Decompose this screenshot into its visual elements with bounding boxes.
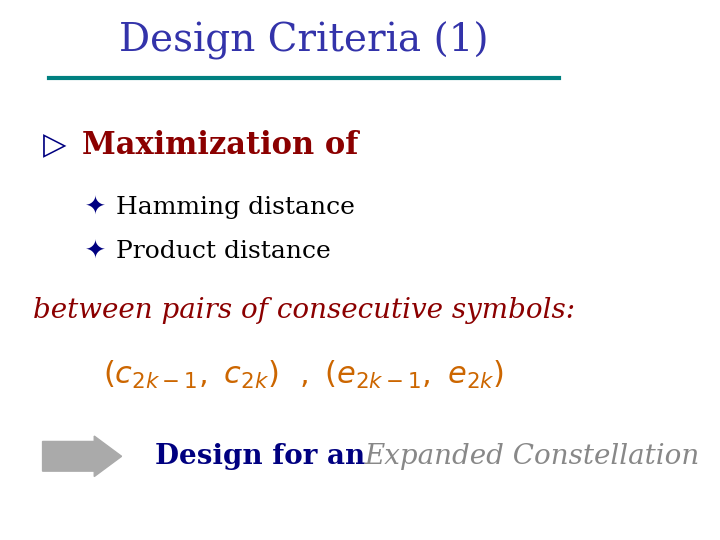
Text: $(c_{2k-1},\ c_{2k})\ \ ,\ (e_{2k-1},\ e_{2k})$: $(c_{2k-1},\ c_{2k})\ \ ,\ (e_{2k-1},\ e… (104, 359, 505, 392)
Text: Hamming distance: Hamming distance (115, 197, 354, 219)
Text: between pairs of consecutive symbols:: between pairs of consecutive symbols: (33, 297, 575, 324)
FancyArrow shape (42, 436, 122, 477)
Text: ▷: ▷ (42, 130, 66, 161)
Text: ✦: ✦ (85, 239, 106, 263)
Text: ✦: ✦ (85, 196, 106, 220)
Text: Design for an: Design for an (155, 443, 375, 470)
Text: Expanded Constellation: Expanded Constellation (365, 443, 700, 470)
Text: Design Criteria (1): Design Criteria (1) (120, 21, 489, 60)
Text: Maximization of: Maximization of (82, 130, 359, 161)
Text: Product distance: Product distance (115, 240, 330, 262)
